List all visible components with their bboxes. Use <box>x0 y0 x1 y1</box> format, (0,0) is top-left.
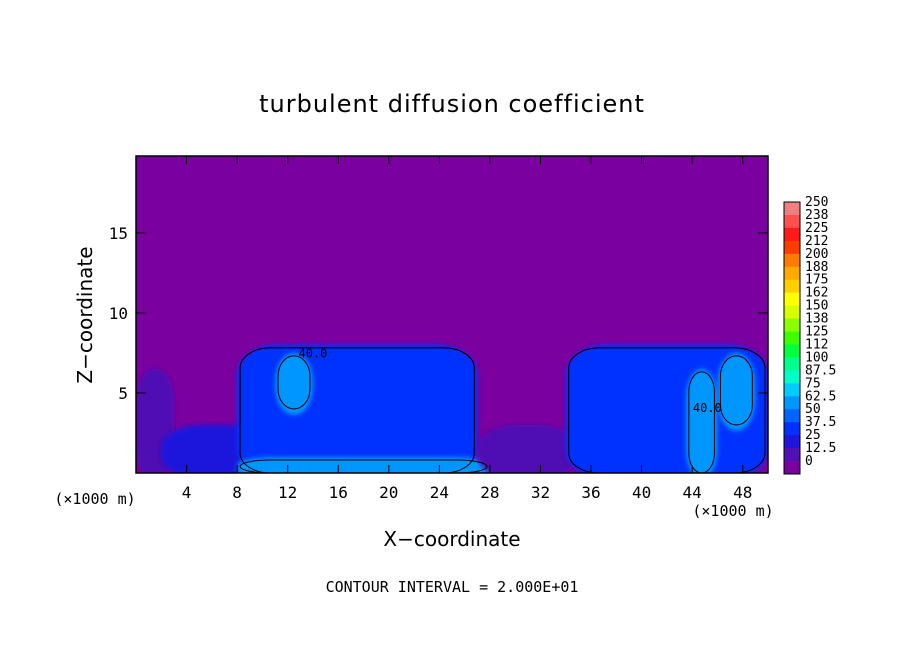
colorbar-label: 188 <box>805 260 828 275</box>
colorbar-swatch <box>784 279 800 294</box>
contour-layer: 40.0 40.0 <box>239 347 766 473</box>
colorbar-label: 50 <box>805 402 821 417</box>
colorbar-label: 112 <box>805 337 828 352</box>
y-axis: 5 10 15 <box>109 224 768 403</box>
contour-line <box>719 355 753 426</box>
x-axis: 4 8 12 16 20 24 28 32 36 40 44 48 <box>182 156 752 502</box>
contour-interval-note: CONTOUR INTERVAL = 2.000E+01 <box>326 578 579 596</box>
x-tick-label: 48 <box>733 483 752 502</box>
colorbar-label: 25 <box>805 428 821 443</box>
x-tick-label: 8 <box>232 483 242 502</box>
x-tick-label: 44 <box>683 483 702 502</box>
colorbar-label: 238 <box>805 208 828 223</box>
x-unit-right: (×1000 m) <box>692 502 773 520</box>
colorbar-swatch <box>784 422 800 436</box>
colorbar-swatch <box>784 461 800 475</box>
colorbar-label: 175 <box>805 273 828 288</box>
x-tick-label: 16 <box>329 483 348 502</box>
colorbar-swatch <box>784 227 800 242</box>
colorbar-swatch <box>784 448 800 462</box>
colorbar-swatch <box>784 344 800 358</box>
y-tick-label: 10 <box>109 304 128 323</box>
x-axis-label: X−coordinate <box>383 527 520 551</box>
field-region <box>275 352 313 415</box>
contour-label: 40.0 <box>693 401 722 415</box>
colorbar-label: 212 <box>805 234 828 249</box>
colorbar-swatch <box>784 383 800 397</box>
colorbar-swatch <box>784 305 800 320</box>
colorbar-swatch <box>784 240 800 255</box>
colorbar-swatch <box>784 318 800 333</box>
colorbar-swatch <box>784 253 800 268</box>
x-tick-label: 12 <box>278 483 297 502</box>
colorbar-swatch <box>784 331 800 345</box>
chart-title: turbulent diffusion coefficient <box>259 90 645 118</box>
field-layer <box>136 344 768 473</box>
x-tick-label: 40 <box>632 483 651 502</box>
colorbar-swatch <box>784 266 800 281</box>
colorbar-frame <box>783 201 801 475</box>
colorbar-swatch <box>784 396 800 410</box>
y-tick-label: 15 <box>109 224 128 243</box>
field-region <box>477 424 579 473</box>
x-tick-label: 28 <box>480 483 499 502</box>
colorbar-label: 75 <box>805 376 821 391</box>
field-region <box>717 352 756 431</box>
x-unit-left: (×1000 m) <box>54 490 135 508</box>
field-region <box>237 456 490 473</box>
contour-line <box>688 371 715 473</box>
colorbar-label: 0 <box>805 454 813 469</box>
field-region <box>685 368 718 473</box>
contour-line <box>568 347 766 473</box>
plot-frame <box>135 155 769 474</box>
colorbar-label: 37.5 <box>805 415 836 430</box>
colorbar-swatch <box>784 370 800 384</box>
contour-label: 40.0 <box>299 347 328 361</box>
x-tick-label: 4 <box>182 483 192 502</box>
contour-line <box>239 347 475 473</box>
colorbar-label: 150 <box>805 299 828 314</box>
colorbar-label: 62.5 <box>805 389 836 404</box>
x-tick-label: 20 <box>379 483 398 502</box>
colorbar: 2502382252122001881751621501381251121008… <box>783 195 836 475</box>
y-tick-label: 5 <box>118 384 128 403</box>
colorbar-swatch <box>784 202 800 216</box>
colorbar-swatch <box>784 292 800 307</box>
x-tick-label: 24 <box>430 483 449 502</box>
colorbar-label: 100 <box>805 350 828 365</box>
x-tick-label: 36 <box>581 483 600 502</box>
colorbar-label: 200 <box>805 247 828 262</box>
y-axis-label: Z−coordinate <box>73 246 97 383</box>
contour-line <box>277 355 311 410</box>
colorbar-label: 138 <box>805 312 828 327</box>
colorbar-label: 12.5 <box>805 441 836 456</box>
colorbar-swatch <box>784 409 800 423</box>
colorbar-swatch <box>784 214 800 229</box>
x-tick-label: 32 <box>531 483 550 502</box>
colorbar-swatch <box>784 357 800 371</box>
colorbar-label: 162 <box>805 286 828 301</box>
colorbar-label: 125 <box>805 325 828 340</box>
colorbar-swatch <box>784 435 800 449</box>
contour-line <box>239 459 488 473</box>
colorbar-label: 87.5 <box>805 363 836 378</box>
colorbar-label: 250 <box>805 195 828 210</box>
colorbar-label: 225 <box>805 221 828 236</box>
